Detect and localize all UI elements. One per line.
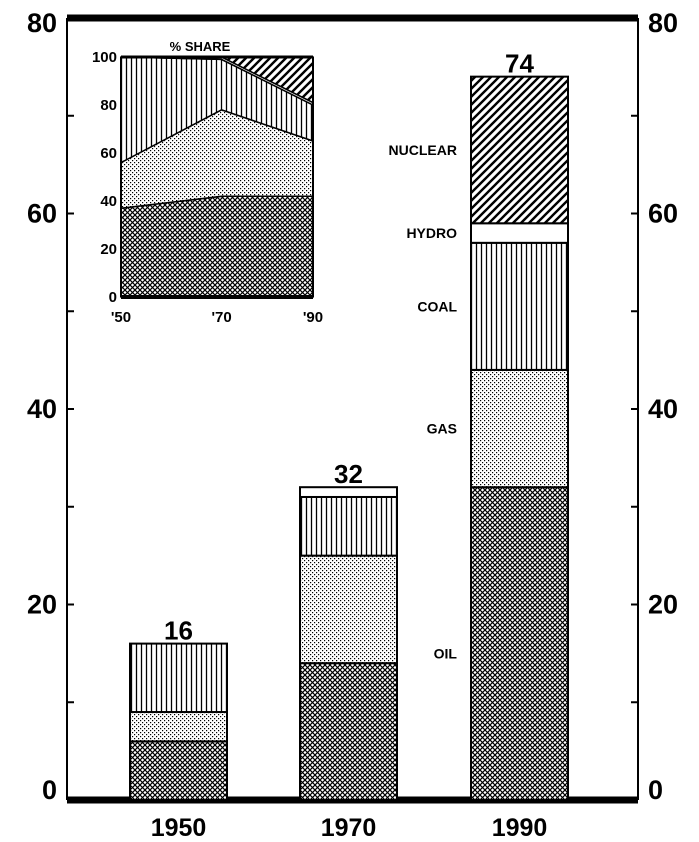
- bar-gas-1990: [470, 368, 569, 489]
- segment-label-nuclear: NUCLEAR: [389, 142, 457, 158]
- inset-x-tick-label: '50: [111, 309, 131, 326]
- bar-coal-1970: [299, 495, 398, 557]
- segment-label-oil: OIL: [434, 645, 458, 661]
- bar-coal-1990: [470, 241, 569, 371]
- inset-y-tick-label: 0: [109, 289, 117, 306]
- bar-coal-1950: [129, 642, 228, 714]
- inset-y-tick-label: 80: [100, 97, 117, 114]
- segment-label-hydro: HYDRO: [406, 225, 457, 241]
- bar-oil-1970: [299, 662, 398, 802]
- y-tick-label-left: 80: [27, 8, 57, 38]
- inset-y-tick-label: 60: [100, 145, 117, 162]
- bar-oil-1990: [470, 486, 569, 801]
- x-tick-label: 1950: [151, 814, 207, 842]
- inset-area-oil: [120, 195, 314, 298]
- y-tick-label-left: 40: [27, 394, 57, 424]
- bar-gas-1970: [299, 554, 398, 665]
- inset-y-tick-label: 20: [100, 241, 117, 258]
- bar-nuclear-1990: [470, 75, 569, 225]
- bar-oil-1950: [129, 740, 228, 801]
- y-tick-label-right: 60: [648, 199, 678, 229]
- inset-y-tick-label: 40: [100, 193, 117, 210]
- segment-label-gas: GAS: [427, 421, 457, 437]
- segment-label-coal: COAL: [417, 298, 457, 314]
- bar-hydro-1970: [299, 486, 398, 498]
- inset-title: % SHARE: [170, 39, 231, 54]
- y-tick-label-right: 20: [648, 590, 678, 620]
- inset-x-tick-label: '70: [211, 309, 231, 326]
- x-tick-label: 1990: [492, 814, 548, 842]
- y-tick-label-right: 80: [648, 8, 678, 38]
- bar-hydro-1990: [470, 222, 569, 244]
- y-tick-label-left: 0: [42, 775, 57, 805]
- y-tick-label-right: 40: [648, 394, 678, 424]
- bar-total-label: 74: [505, 49, 534, 79]
- y-tick-label-right: 0: [648, 775, 663, 805]
- bar-total-label: 32: [334, 459, 363, 489]
- x-tick-label: 1970: [321, 814, 377, 842]
- bar-total-label: 16: [164, 616, 193, 646]
- bar-gas-1950: [129, 711, 228, 743]
- inset-x-tick-label: '90: [303, 309, 323, 326]
- inset-y-tick-label: 100: [92, 49, 117, 66]
- y-tick-label-left: 60: [27, 199, 57, 229]
- y-tick-label-left: 20: [27, 590, 57, 620]
